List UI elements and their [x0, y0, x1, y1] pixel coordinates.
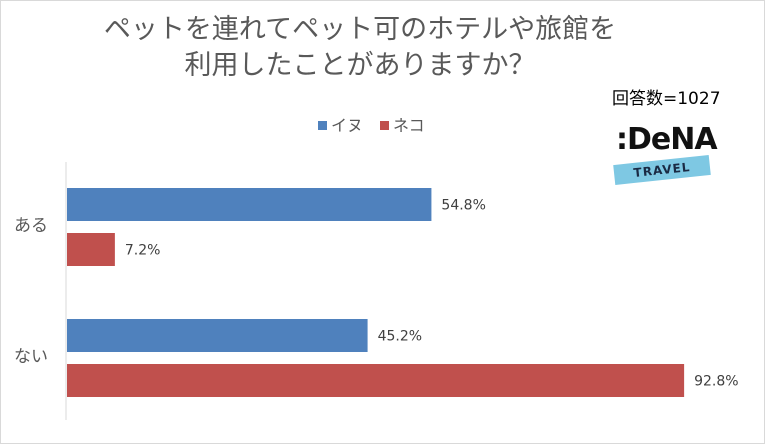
legend-swatch-2 [380, 121, 389, 130]
title-line-2: 利用したことがありますか？ [184, 50, 536, 81]
data-label-2-1: 45.2% [378, 329, 422, 345]
bar-2-2 [67, 364, 685, 397]
bar-2-1 [67, 319, 368, 352]
category-label-2: ない [14, 347, 48, 367]
respondent-count: 回答数=1027 [612, 89, 721, 109]
legend-swatch-1 [318, 121, 327, 130]
data-label-1-2: 7.2% [125, 243, 161, 259]
legend-label-1: イヌ [331, 116, 363, 135]
dena-travel-logo: :DeNA TRAVEL [606, 118, 726, 188]
bar-1-2 [67, 233, 115, 266]
chart-title: ペットを連れてペット可のホテルや旅館を 利用したことがありますか？ [60, 12, 660, 84]
title-line-1: ペットを連れてペット可のホテルや旅館を [103, 14, 617, 45]
data-label-2-2: 92.8% [694, 374, 738, 390]
category-label-1: ある [14, 216, 48, 236]
logo-main-text: :DeNA [616, 122, 718, 157]
bar-1-1 [67, 188, 432, 221]
data-label-1-1: 54.8% [441, 198, 485, 214]
legend-label-2: ネコ [393, 116, 425, 135]
